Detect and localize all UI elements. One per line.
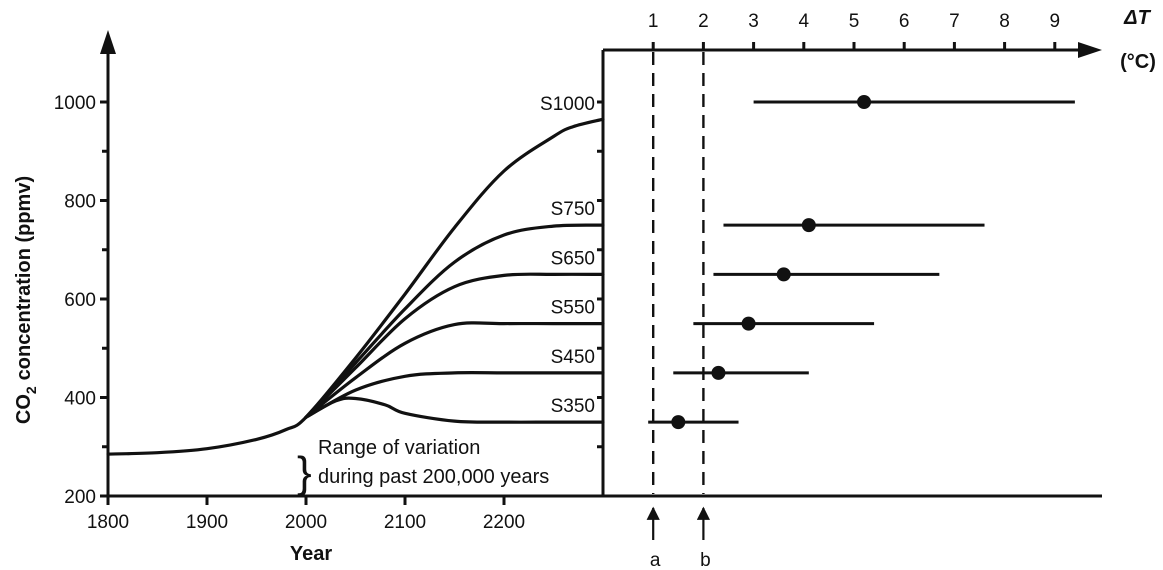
delta-t-axis-title: ΔT [1123,7,1151,29]
delta-t-tick-label: 2 [698,11,709,32]
delta-t-tick-label: 4 [799,11,810,32]
annotation-line-1: Range of variation [318,437,480,459]
x-tick-label: 1800 [87,512,129,533]
curve-s450 [304,371,605,419]
delta-t-axis-ticks: 1 2 3 4 5 6 7 8 9 [648,11,1060,50]
annotation-line-2: during past 200,000 years [318,466,549,488]
reference-label-b: b [700,550,711,570]
y-tick-label: 1000 [54,93,96,114]
x-tick-label: 1900 [186,512,228,533]
curve-s550 [304,321,605,419]
mean-point-s750 [801,218,816,233]
mean-point-s450 [711,365,726,380]
curve-s350 [304,396,605,424]
scenario-label: S550 [551,298,595,319]
y-axis-title-co: CO [13,394,35,424]
concentration-curves [106,117,605,456]
scenario-label: S650 [551,248,595,269]
delta-t-tick-label: 6 [899,11,910,32]
reference-label-a: a [650,550,661,570]
delta-t-tick-label: 3 [748,11,759,32]
mean-point-s1000 [857,95,872,109]
mean-point-s550 [741,316,756,331]
curve-s650 [304,272,605,419]
delta-t-tick-label: 7 [949,11,960,32]
y-tick-label: 600 [64,290,96,311]
right-top-axis-arrow-icon [1078,42,1102,58]
scenario-label: S350 [551,396,595,417]
scenario-labels: S1000 S750 S650 S550 S450 S350 [540,94,595,417]
mean-point-s650 [776,267,791,282]
scenario-label: S750 [551,199,595,220]
delta-t-unit-label: (°C) [1120,51,1156,73]
x-tick-label: 2200 [483,512,525,533]
y-tick-label: 400 [64,389,96,410]
delta-t-tick-label: 8 [999,11,1010,32]
y-axis-title-rest: concentration (ppmv) [13,176,35,380]
y-axis-title-subscript: 2 [23,386,39,394]
curve-s1000 [106,117,605,456]
delta-t-tick-label: 1 [648,11,659,32]
mean-point-s350 [671,415,686,430]
left-axis-ticks: 200 400 600 800 1000 1800 1900 2000 2100 2200 [54,93,603,533]
delta-t-tick-label: 9 [1050,11,1061,32]
warming-ranges [648,95,1075,430]
x-tick-label: 2100 [384,512,426,533]
left-y-axis-arrow-icon [100,30,116,54]
scenario-label: S1000 [540,94,595,115]
delta-t-tick-label: 5 [849,11,860,32]
scenario-label: S450 [551,347,595,368]
y-tick-label: 200 [64,487,96,508]
x-tick-label: 2000 [285,512,327,533]
y-tick-label: 800 [64,192,96,213]
y-axis-title: CO2 concentration (ppmv) [13,176,39,424]
annotation-brace: } [297,448,312,497]
x-axis-title: Year [290,543,332,565]
curve-s750 [304,223,605,419]
